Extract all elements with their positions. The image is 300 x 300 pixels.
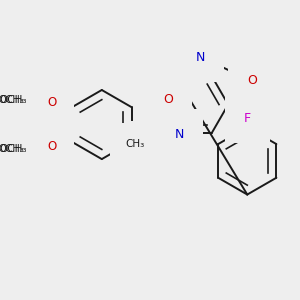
Text: OCH₃: OCH₃: [0, 144, 27, 154]
Text: CH₃: CH₃: [125, 139, 145, 149]
Text: O: O: [47, 96, 56, 109]
Text: N: N: [174, 128, 184, 141]
Text: N: N: [145, 140, 154, 153]
Text: OCH₃: OCH₃: [0, 95, 25, 105]
Text: N: N: [196, 50, 206, 64]
Text: OCH₃: OCH₃: [0, 144, 25, 154]
Text: O: O: [47, 140, 56, 153]
Text: O: O: [163, 93, 173, 106]
Text: H: H: [151, 151, 160, 160]
Text: O: O: [47, 140, 56, 153]
Text: O: O: [247, 74, 257, 87]
Text: O: O: [47, 96, 56, 109]
Text: OCH₃: OCH₃: [0, 95, 27, 105]
Text: F: F: [244, 112, 251, 125]
